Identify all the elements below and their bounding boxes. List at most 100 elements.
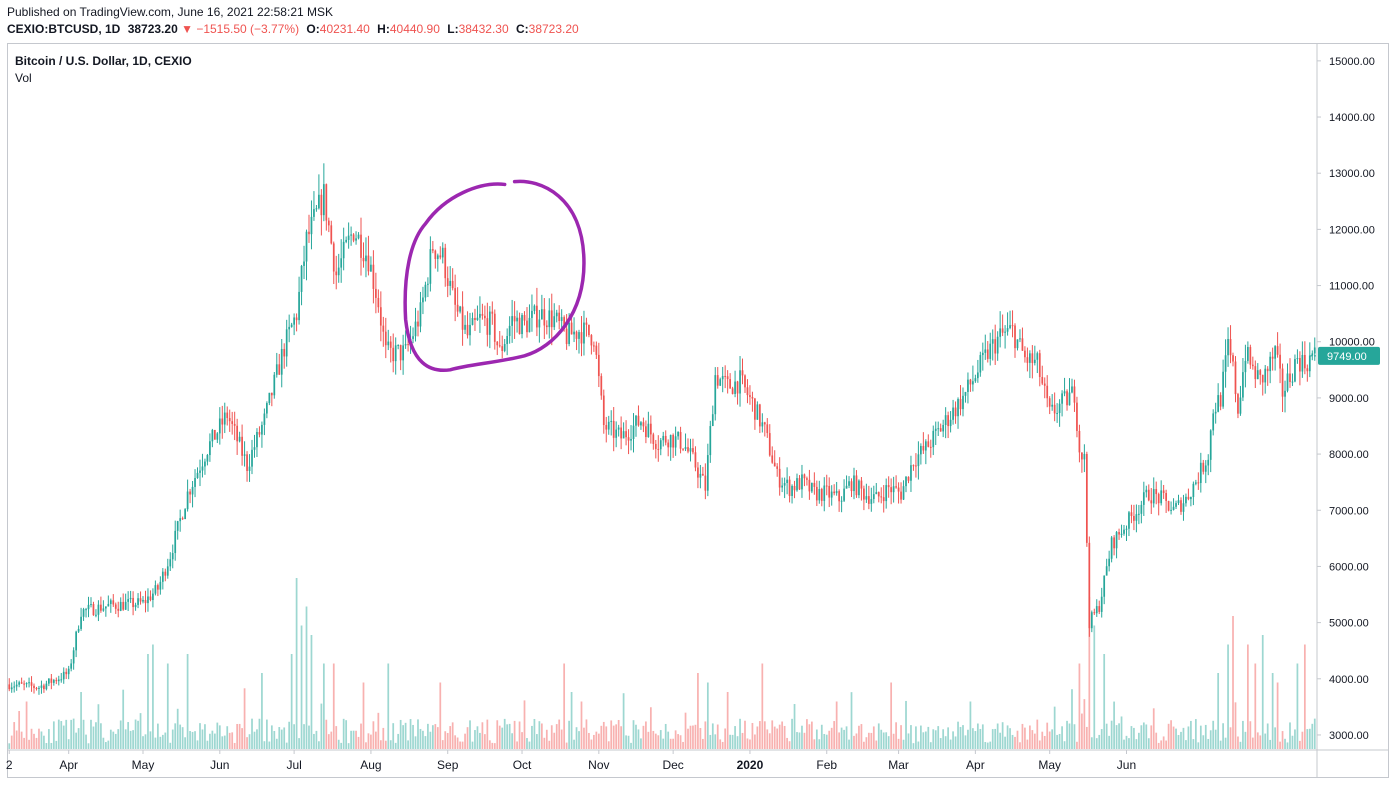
volume-bar [806,719,808,749]
volume-bar [1254,663,1257,749]
annotation-circle[interactable] [403,179,586,373]
candle-body [1009,325,1011,329]
volume-bar [332,663,335,749]
volume-bar [335,726,338,749]
volume-bar [508,723,511,749]
volume-bar [1289,722,1291,749]
candle-body [1051,404,1054,407]
volume-bar [1140,725,1143,749]
candle-body [1249,347,1252,365]
candle-body [947,415,949,427]
candle-body [466,324,469,336]
volume-bar [1232,616,1234,749]
volume-bar [1128,738,1130,749]
volume-bar [858,725,860,749]
time-axis[interactable]: 2 Apr May Jun Jul Aug Sep Oct Nov Dec 2020 Feb Mar Ap… [6,750,1136,772]
volume-bar [989,741,992,749]
candle-body [258,432,261,435]
candle-body [1145,489,1148,493]
candle-body [241,436,243,456]
volume-bar [1011,734,1014,749]
candle-body [736,381,739,394]
volume-bar [610,720,613,749]
volume-bar [278,727,281,749]
volume-bar [669,738,672,749]
candle-body [937,428,940,430]
volume-bar [288,721,291,749]
time-tick-label: Nov [588,758,609,772]
volume-bar [830,727,833,749]
volume-bar [399,719,402,749]
volume-bar [1234,702,1237,749]
candle-body [122,601,125,610]
volume-bar [1130,726,1133,749]
volume-bar [1299,740,1301,749]
volume-bar [377,712,380,749]
volume-bar [635,724,637,749]
volume-bar [318,741,320,749]
volume-bar [206,740,209,749]
volume-bar [75,732,77,749]
candle-body [206,455,209,462]
volume-bar [1108,735,1111,749]
volume-bar [1019,742,1021,749]
candle-body [10,687,13,690]
volume-bar [270,725,273,749]
candle-body [283,348,286,357]
candle-body [741,370,744,376]
candle-body [1016,339,1019,349]
candle-body [959,399,962,410]
volume-bar [942,729,945,749]
candle-body [407,344,409,346]
volume-bar [85,734,87,749]
candle-body [796,478,798,491]
volume-bar [1197,742,1200,749]
volume-bar [863,741,865,749]
candle-body [1105,566,1108,576]
volume-bar [654,733,657,749]
last-price-tag-bg [1318,346,1380,365]
volume-bar [1227,644,1229,749]
volume-bar [1276,682,1279,749]
volume-bar [568,720,570,749]
candle-body [920,445,922,455]
candle-body [617,427,620,430]
candle-body [1214,411,1217,414]
candle-body [268,392,271,404]
chart-frame [7,43,1389,778]
volume-bar [20,731,23,749]
candle-body [892,486,895,493]
candle-body [585,322,588,325]
candle-body [523,315,526,321]
candle-body [1165,493,1167,501]
volume-bar [751,722,754,749]
candle-body [1222,371,1224,407]
candle-body [226,412,229,419]
price-axis[interactable]: 15000.00 14000.00 13000.00 12000.00 11000.00… [1317,56,1375,742]
candle-body [90,604,92,606]
volume-bar [13,722,16,749]
volume-bar [972,728,974,749]
volume-bar [984,741,987,749]
volume-bar [709,734,712,749]
candle-body [436,255,439,259]
candle-body [907,476,910,481]
candle-body [493,313,496,342]
candle-body [503,344,506,351]
volume-bar [1138,732,1140,749]
volume-bar [811,721,813,749]
volume-bar [957,721,959,749]
volume-bar [1051,729,1054,749]
volume-bar [647,731,650,749]
volume-bar [1303,644,1306,749]
volume-bar [342,718,345,749]
candle-body [1130,512,1133,516]
candle-body [1095,606,1098,614]
volume-bar [87,743,90,749]
candle-body [498,345,501,347]
volume-bar [1061,726,1063,749]
candle-body [838,491,840,502]
volume-bar [870,732,873,749]
candle-body [95,614,97,616]
